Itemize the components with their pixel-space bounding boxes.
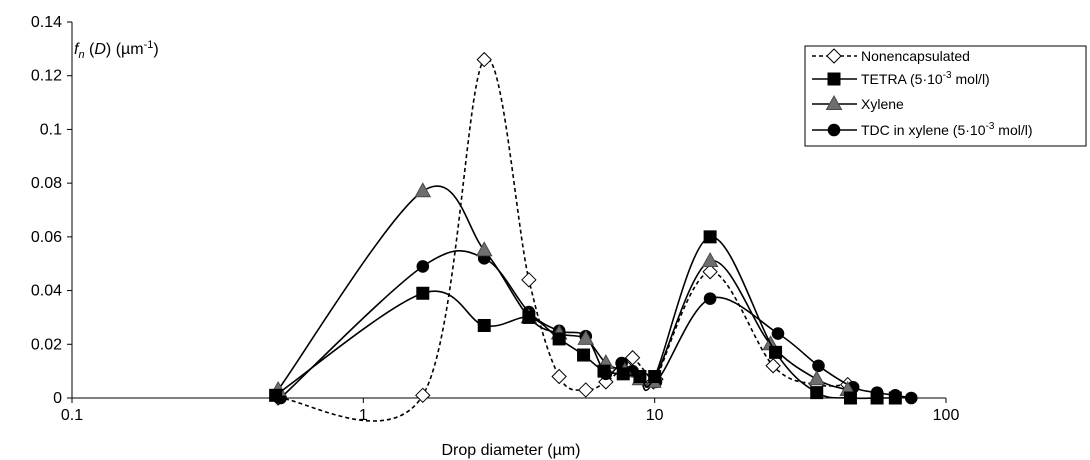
x-tick-label: 1 [359,407,368,424]
legend-marker [826,48,842,64]
data-point [633,370,647,384]
series-2 [269,182,857,396]
data-point [476,51,492,68]
data-point [522,310,536,324]
data-point [648,370,662,384]
series-0 [270,51,856,422]
y-tick-label: 0 [53,390,62,407]
data-point [904,391,918,405]
data-point [597,364,611,378]
data-point [416,260,430,273]
data-point [578,382,594,398]
data-point [771,327,785,340]
data-point [416,286,430,300]
data-point [808,370,826,386]
data-point [769,345,783,359]
legend-marker [827,123,841,137]
series-1 [269,230,902,405]
data-point [616,367,630,381]
data-point [701,251,719,268]
x-axis-label: Drop diameter (µm) [441,442,580,459]
series-line [275,236,896,400]
data-point [810,386,824,400]
y-tick-label: 0.06 [31,229,62,246]
x-tick-label: 0.1 [61,407,83,424]
data-point [870,391,884,405]
legend-marker [825,94,843,110]
y-tick-label: 0.04 [31,283,62,300]
data-point [269,388,283,402]
legend-label: TDC in xylene (5·10-3 mol/l) [861,121,1033,138]
data-point [552,332,566,346]
y-tick-label: 0.08 [31,175,62,192]
y-tick-label: 0.12 [31,68,62,85]
data-point [477,318,491,332]
data-point [475,241,493,257]
data-point [703,230,717,244]
x-tick-label: 10 [646,407,664,424]
data-point [577,329,595,345]
series-line [278,57,848,422]
series-layer [269,51,918,422]
data-point [765,358,781,374]
y-tick-label: 0.1 [40,121,62,138]
legend: Nonencapsulated TETRA (5·10-3 mol/l) Xylen… [804,45,1087,147]
data-point [703,292,717,305]
axes [67,21,947,403]
legend-label: Xylene [861,96,904,112]
data-point [624,350,641,366]
data-point [415,387,431,404]
x-tick-label: 100 [933,407,960,424]
data-point [521,272,537,288]
data-point [702,264,718,280]
data-point [577,348,591,362]
data-point [888,391,902,405]
series-line [277,185,849,391]
tick-labels: 0 0.02 0.04 0.06 0.08 0.1 0.12 0.14 0.1 1 10 100 [31,14,960,424]
y-axis-label: fn (D) (µm-1) [74,39,159,61]
data-point [414,182,432,198]
data-point [812,359,825,373]
y-tick-label: 0.02 [31,336,62,353]
data-point [551,368,567,385]
legend-label: Nonencapsulated [861,48,970,64]
legend-marker [827,72,841,86]
y-tick-label: 0.14 [31,14,62,31]
data-point [843,391,857,405]
legend-label: TETRA (5·10-3 mol/l) [861,70,990,87]
